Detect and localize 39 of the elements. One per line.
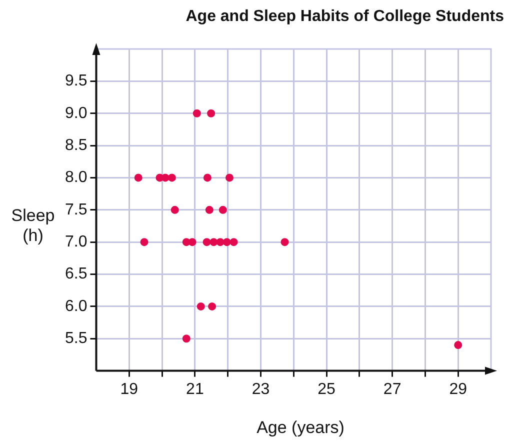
x-tick-label: 19 [120, 380, 138, 398]
point [225, 174, 234, 182]
point [203, 174, 212, 182]
x-tick-label: 21 [186, 380, 204, 398]
point [170, 206, 179, 214]
point [280, 238, 289, 246]
y-tick-label: 5.5 [64, 330, 88, 348]
point [196, 302, 205, 310]
point [207, 109, 216, 118]
y-tick-label: 8.5 [64, 136, 88, 154]
point [140, 238, 148, 246]
point [205, 206, 214, 214]
point [134, 174, 142, 182]
point [454, 341, 462, 350]
x-axis-title: Age (years) [256, 418, 346, 438]
point [188, 238, 196, 246]
point [222, 238, 231, 246]
y-tick-label: 6.0 [64, 298, 88, 315]
y-tick-label: 9.0 [64, 104, 88, 122]
point [168, 174, 176, 182]
x-tick-label: 29 [449, 380, 468, 398]
y-axis-title: Sleep (h) [10, 206, 56, 246]
y-tick-label: 7.0 [64, 233, 88, 250]
point [210, 238, 218, 246]
y-tick-label: 9.5 [64, 72, 88, 90]
chart-title: Age and Sleep Habits of College Students [186, 8, 504, 25]
y-tick-label: 7.5 [64, 201, 88, 218]
point [218, 206, 227, 214]
point [202, 238, 211, 246]
point [208, 302, 216, 310]
x-tick-label: 23 [252, 380, 270, 398]
point [182, 334, 190, 343]
point [230, 238, 238, 246]
point [192, 109, 201, 118]
x-tick-label: 25 [318, 380, 336, 398]
y-tick-label: 6.5 [64, 266, 88, 283]
y-tick-label: 8.0 [64, 169, 88, 186]
point [216, 238, 224, 246]
x-tick-label: 27 [383, 380, 402, 398]
